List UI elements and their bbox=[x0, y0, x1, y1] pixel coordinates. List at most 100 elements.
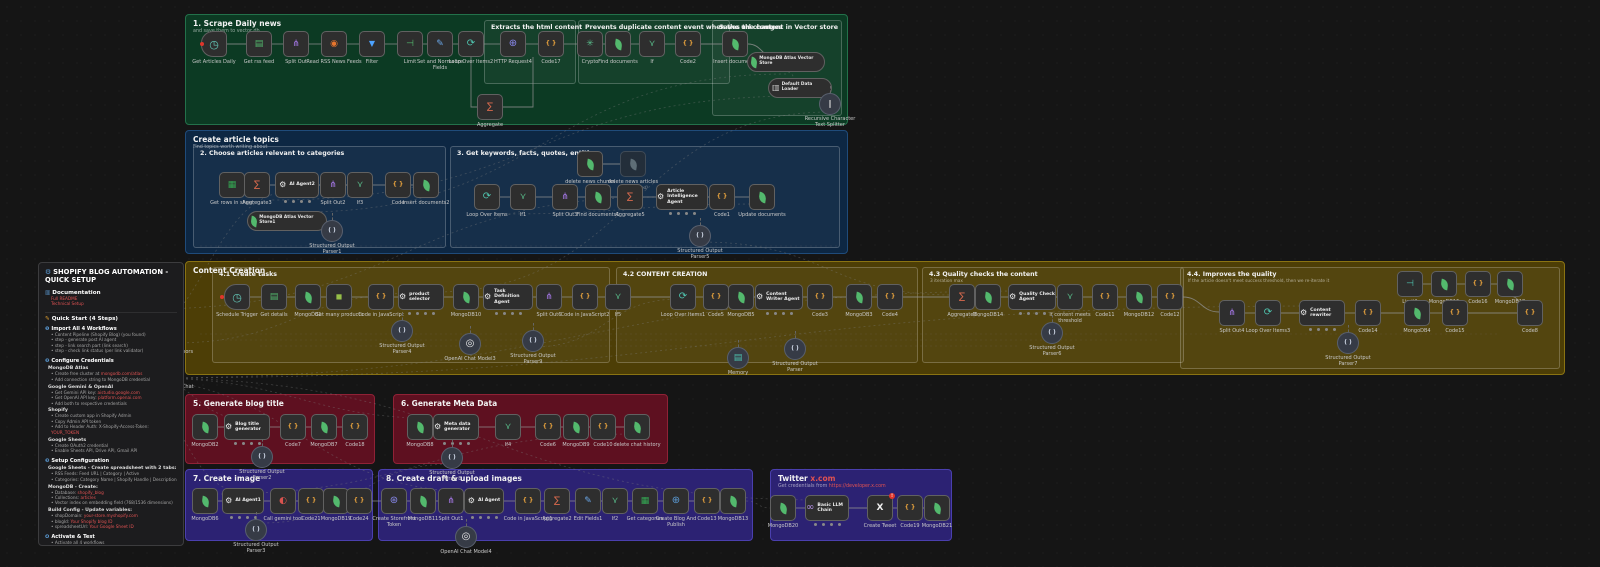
agent-tool-connectors[interactable] bbox=[1309, 328, 1336, 331]
create-tweet-node[interactable]: X! bbox=[867, 493, 895, 521]
code19-node[interactable]: { } bbox=[897, 495, 923, 521]
if-node[interactable]: ⋎ bbox=[639, 31, 665, 57]
call-gemini-tool-node[interactable]: ◐ bbox=[270, 488, 296, 514]
delete-news-articles-node[interactable] bbox=[620, 151, 646, 177]
set-and-normalize-fields-node[interactable]: ✎ bbox=[427, 31, 453, 57]
mongodb13-node[interactable] bbox=[720, 488, 746, 514]
agent-tool-connectors[interactable] bbox=[230, 516, 257, 519]
filter-node[interactable]: ▼ bbox=[359, 31, 385, 57]
split-out3-node[interactable]: ⋔ bbox=[552, 184, 578, 210]
sidebar-text[interactable]: Technical Setup bbox=[51, 301, 84, 307]
mongodb16-node[interactable] bbox=[1431, 271, 1457, 297]
aggregate-node[interactable]: ∑ bbox=[477, 94, 503, 120]
split-out6-node[interactable]: ⋔ bbox=[536, 284, 562, 310]
sidebar-inline-link[interactable]: aistudio.google.com bbox=[97, 389, 140, 395]
product-selector-node[interactable]: ⚙ product selector bbox=[398, 284, 444, 310]
meta-data-generator-node[interactable]: ⚙ Meta data generator bbox=[433, 414, 479, 440]
sidebar-inline-link[interactable]: mongodb.com/atlas bbox=[100, 371, 143, 377]
code4-node[interactable]: { } bbox=[877, 284, 903, 310]
structured-output-parser8-node[interactable]: ( ) bbox=[441, 440, 463, 469]
mongodb4-node[interactable] bbox=[1404, 300, 1430, 326]
read-rss-news-feeds-node[interactable]: ◉ bbox=[321, 31, 347, 57]
delete-chat-history-node[interactable] bbox=[624, 414, 650, 440]
agent-tool-connectors[interactable] bbox=[471, 516, 498, 519]
code13-node[interactable]: { } bbox=[694, 488, 720, 514]
structured-output-parser6-node[interactable]: ( ) bbox=[1041, 315, 1063, 344]
code3-node[interactable]: { } bbox=[807, 284, 833, 310]
setup-note[interactable]: ⚙ SHOPIFY BLOG AUTOMATION - QUICK SETUP ▥ D… bbox=[38, 262, 184, 546]
mongodb-atlas-vector-store-node[interactable]: MongoDB Atlas Vector Store bbox=[747, 52, 825, 72]
get-details-node[interactable]: ▤ bbox=[261, 284, 287, 310]
sidebar-inline-link[interactable]: shopify_blog bbox=[77, 489, 104, 495]
code-in-javascript2-node[interactable]: { } bbox=[572, 284, 598, 310]
loop-over-items-node[interactable]: ⟳ bbox=[474, 184, 500, 210]
delete-news-chunks-node[interactable] bbox=[577, 151, 603, 177]
blog-title-generator-node[interactable]: ⚙ Blog title generator bbox=[224, 414, 270, 440]
openai-chat-model3-node[interactable]: ◎ bbox=[459, 326, 481, 355]
mongodb2-node[interactable] bbox=[192, 414, 218, 440]
mongodb11-node[interactable] bbox=[410, 488, 436, 514]
limit1-node[interactable]: ⊣ bbox=[1397, 271, 1423, 297]
mongodb9-node[interactable] bbox=[563, 414, 589, 440]
structured-output-parser-node[interactable]: ( ) bbox=[784, 331, 806, 360]
credentials-link[interactable]: https://developer.x.com bbox=[828, 484, 886, 489]
aggregate2-node[interactable]: ∑ bbox=[544, 488, 570, 514]
mongodb3-node[interactable] bbox=[846, 284, 872, 310]
loop-over-items2-node[interactable]: ⟳ bbox=[458, 31, 484, 57]
agent-tool-connectors[interactable] bbox=[284, 200, 311, 203]
create-blog-and-publish-node[interactable]: ⊕ bbox=[663, 488, 689, 514]
get-rows-in-sheet-node[interactable]: ▦ bbox=[219, 172, 245, 198]
agent-tool-connectors[interactable] bbox=[669, 212, 696, 215]
split-out4-node[interactable]: ⋔ bbox=[1219, 300, 1245, 326]
get-rss-feed-node[interactable]: ▤ bbox=[246, 31, 272, 57]
mongodb12-node[interactable] bbox=[1126, 284, 1152, 310]
agent-tool-connectors[interactable] bbox=[408, 312, 435, 315]
code24-node[interactable]: { } bbox=[346, 488, 372, 514]
sidebar-inline-link[interactable]: your-store.myshopify.com bbox=[83, 513, 138, 519]
ai-agent1-node[interactable]: ⚙ AI Agent1 bbox=[222, 488, 264, 514]
aggregate5-node[interactable]: ∑ bbox=[617, 184, 643, 210]
code2-node[interactable]: { } bbox=[675, 31, 701, 57]
update-documents-node[interactable] bbox=[749, 184, 775, 210]
openai-chat-model4-node[interactable]: ◎ bbox=[455, 519, 477, 548]
code16-node[interactable]: { } bbox=[1465, 271, 1491, 297]
structured-output-parser5-node[interactable]: ( ) bbox=[689, 218, 711, 247]
if4-node[interactable]: ⋎ bbox=[495, 414, 521, 440]
structured-output-parser3-node[interactable]: ( ) bbox=[245, 512, 267, 541]
sidebar-inline-link[interactable]: Your Shopify blog ID bbox=[70, 518, 113, 524]
code21-node[interactable]: { } bbox=[298, 488, 324, 514]
sidebar-link[interactable]: Full README bbox=[51, 296, 177, 301]
sidebar-inline-link[interactable]: articles bbox=[80, 495, 96, 501]
mongodb10-node[interactable] bbox=[453, 284, 479, 310]
recursive-character-text-splitter-node[interactable]: ∥ bbox=[819, 86, 841, 115]
schedule-trigger-node[interactable]: ◷ bbox=[224, 284, 250, 310]
crypto-node[interactable]: ✳ bbox=[577, 31, 603, 57]
mongodb5-node[interactable] bbox=[728, 284, 754, 310]
code-in-javascript-node[interactable]: { } bbox=[368, 284, 394, 310]
code15-node[interactable]: { } bbox=[1442, 300, 1468, 326]
mongodb18-node[interactable] bbox=[1497, 271, 1523, 297]
ai-agent-node[interactable]: ⚙ AI Agent bbox=[464, 488, 504, 514]
sidebar-link[interactable]: Technical Setup bbox=[51, 301, 177, 306]
code-node[interactable]: { } bbox=[385, 172, 411, 198]
mongodb19-node[interactable] bbox=[323, 488, 349, 514]
agent-tool-connectors[interactable] bbox=[1019, 312, 1046, 315]
sidebar-inline-link[interactable]: Your Google Sheet ID bbox=[89, 524, 134, 530]
structured-output-parser9-node[interactable]: ( ) bbox=[522, 323, 544, 352]
insert-documents2-node[interactable] bbox=[413, 172, 439, 198]
insert-documents-node[interactable] bbox=[722, 31, 748, 57]
memory-node[interactable]: ▤ bbox=[727, 340, 749, 369]
if5-node[interactable]: ⋎ bbox=[605, 284, 631, 310]
subsection-4-3-quality-checks-the-content[interactable]: 4.3 Quality checks the content 3 iteratio… bbox=[922, 267, 1184, 363]
http-request4-node[interactable]: ⊕ bbox=[500, 31, 526, 57]
mongodb8-node[interactable] bbox=[407, 414, 433, 440]
if2-node[interactable]: ⋎ bbox=[602, 488, 628, 514]
default-data-loader-node[interactable]: ▥ Default Data Loader bbox=[768, 78, 832, 98]
section-twitter[interactable]: Twitter x.com Get credentials from https:… bbox=[770, 469, 952, 541]
ai-agent2-node[interactable]: ⚙ AI Agent2 bbox=[275, 172, 319, 198]
if1-node[interactable]: ⋎ bbox=[510, 184, 536, 210]
mongodb14-node[interactable] bbox=[975, 284, 1001, 310]
limit-node[interactable]: ⊣ bbox=[397, 31, 423, 57]
agent-tool-connectors[interactable] bbox=[443, 442, 470, 445]
code11-node[interactable]: { } bbox=[1092, 284, 1118, 310]
